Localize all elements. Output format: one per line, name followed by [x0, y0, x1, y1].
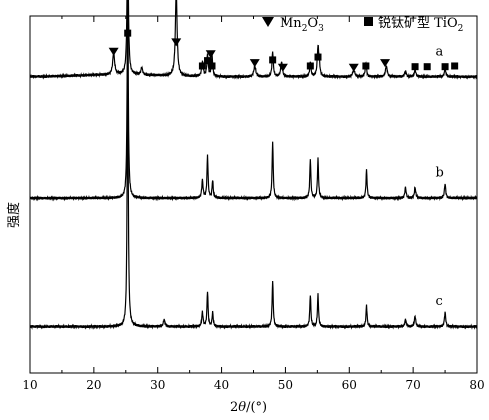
x-axis-title: 2θ/(°)	[230, 400, 267, 415]
mn2o3-marker	[380, 59, 391, 68]
curve-b	[29, 0, 478, 202]
tio2-marker	[269, 56, 277, 64]
legend-tio2: 锐钛矿型 TiO2	[378, 16, 463, 34]
series-labels: a b c	[435, 44, 443, 309]
tio2-marker	[198, 62, 206, 70]
curve-a	[29, 0, 478, 80]
series-label-c: c	[435, 294, 442, 309]
series-label-b: b	[435, 166, 443, 181]
tio2-marker	[451, 62, 459, 70]
legend: Mn2O3 锐钛矿型 TiO2	[262, 16, 463, 34]
x-axis-ticks	[29, 16, 478, 373]
y-axis-title: 强度	[6, 202, 22, 228]
tio2-marker	[124, 29, 132, 37]
mn2o3-marker	[277, 63, 288, 72]
phase-markers	[108, 29, 459, 72]
x-tick-label: 60	[342, 378, 357, 392]
legend-mn2o3: Mn2O3	[280, 16, 324, 34]
tio2-marker	[204, 57, 212, 65]
x-tick-label: 80	[469, 378, 484, 392]
x-tick-label: 30	[150, 378, 165, 392]
legend-triangle-marker	[262, 17, 274, 27]
legend-square-marker	[364, 17, 373, 26]
mn2o3-marker	[171, 38, 182, 47]
series-label-a: a	[435, 44, 443, 59]
x-tick-label: 10	[22, 378, 37, 392]
x-tick-label: 40	[214, 378, 229, 392]
mn2o3-marker	[249, 59, 260, 68]
tio2-marker	[441, 63, 449, 71]
tio2-marker	[423, 63, 431, 71]
mn2o3-marker	[108, 47, 119, 56]
tio2-marker	[208, 62, 216, 70]
tio2-marker	[411, 63, 419, 71]
x-tick-label: 50	[278, 378, 293, 392]
tio2-marker	[362, 62, 370, 70]
x-axis-tick-labels: 10 20 30 40 50 60 70 80	[22, 378, 484, 392]
mn2o3-marker	[205, 50, 216, 59]
curve-c	[29, 47, 478, 330]
diffraction-curves	[29, 0, 478, 330]
tio2-marker	[306, 62, 314, 70]
x-tick-label: 20	[86, 378, 101, 392]
x-tick-label: 70	[406, 378, 421, 392]
tio2-marker	[314, 53, 322, 61]
mn2o3-marker	[348, 63, 359, 72]
